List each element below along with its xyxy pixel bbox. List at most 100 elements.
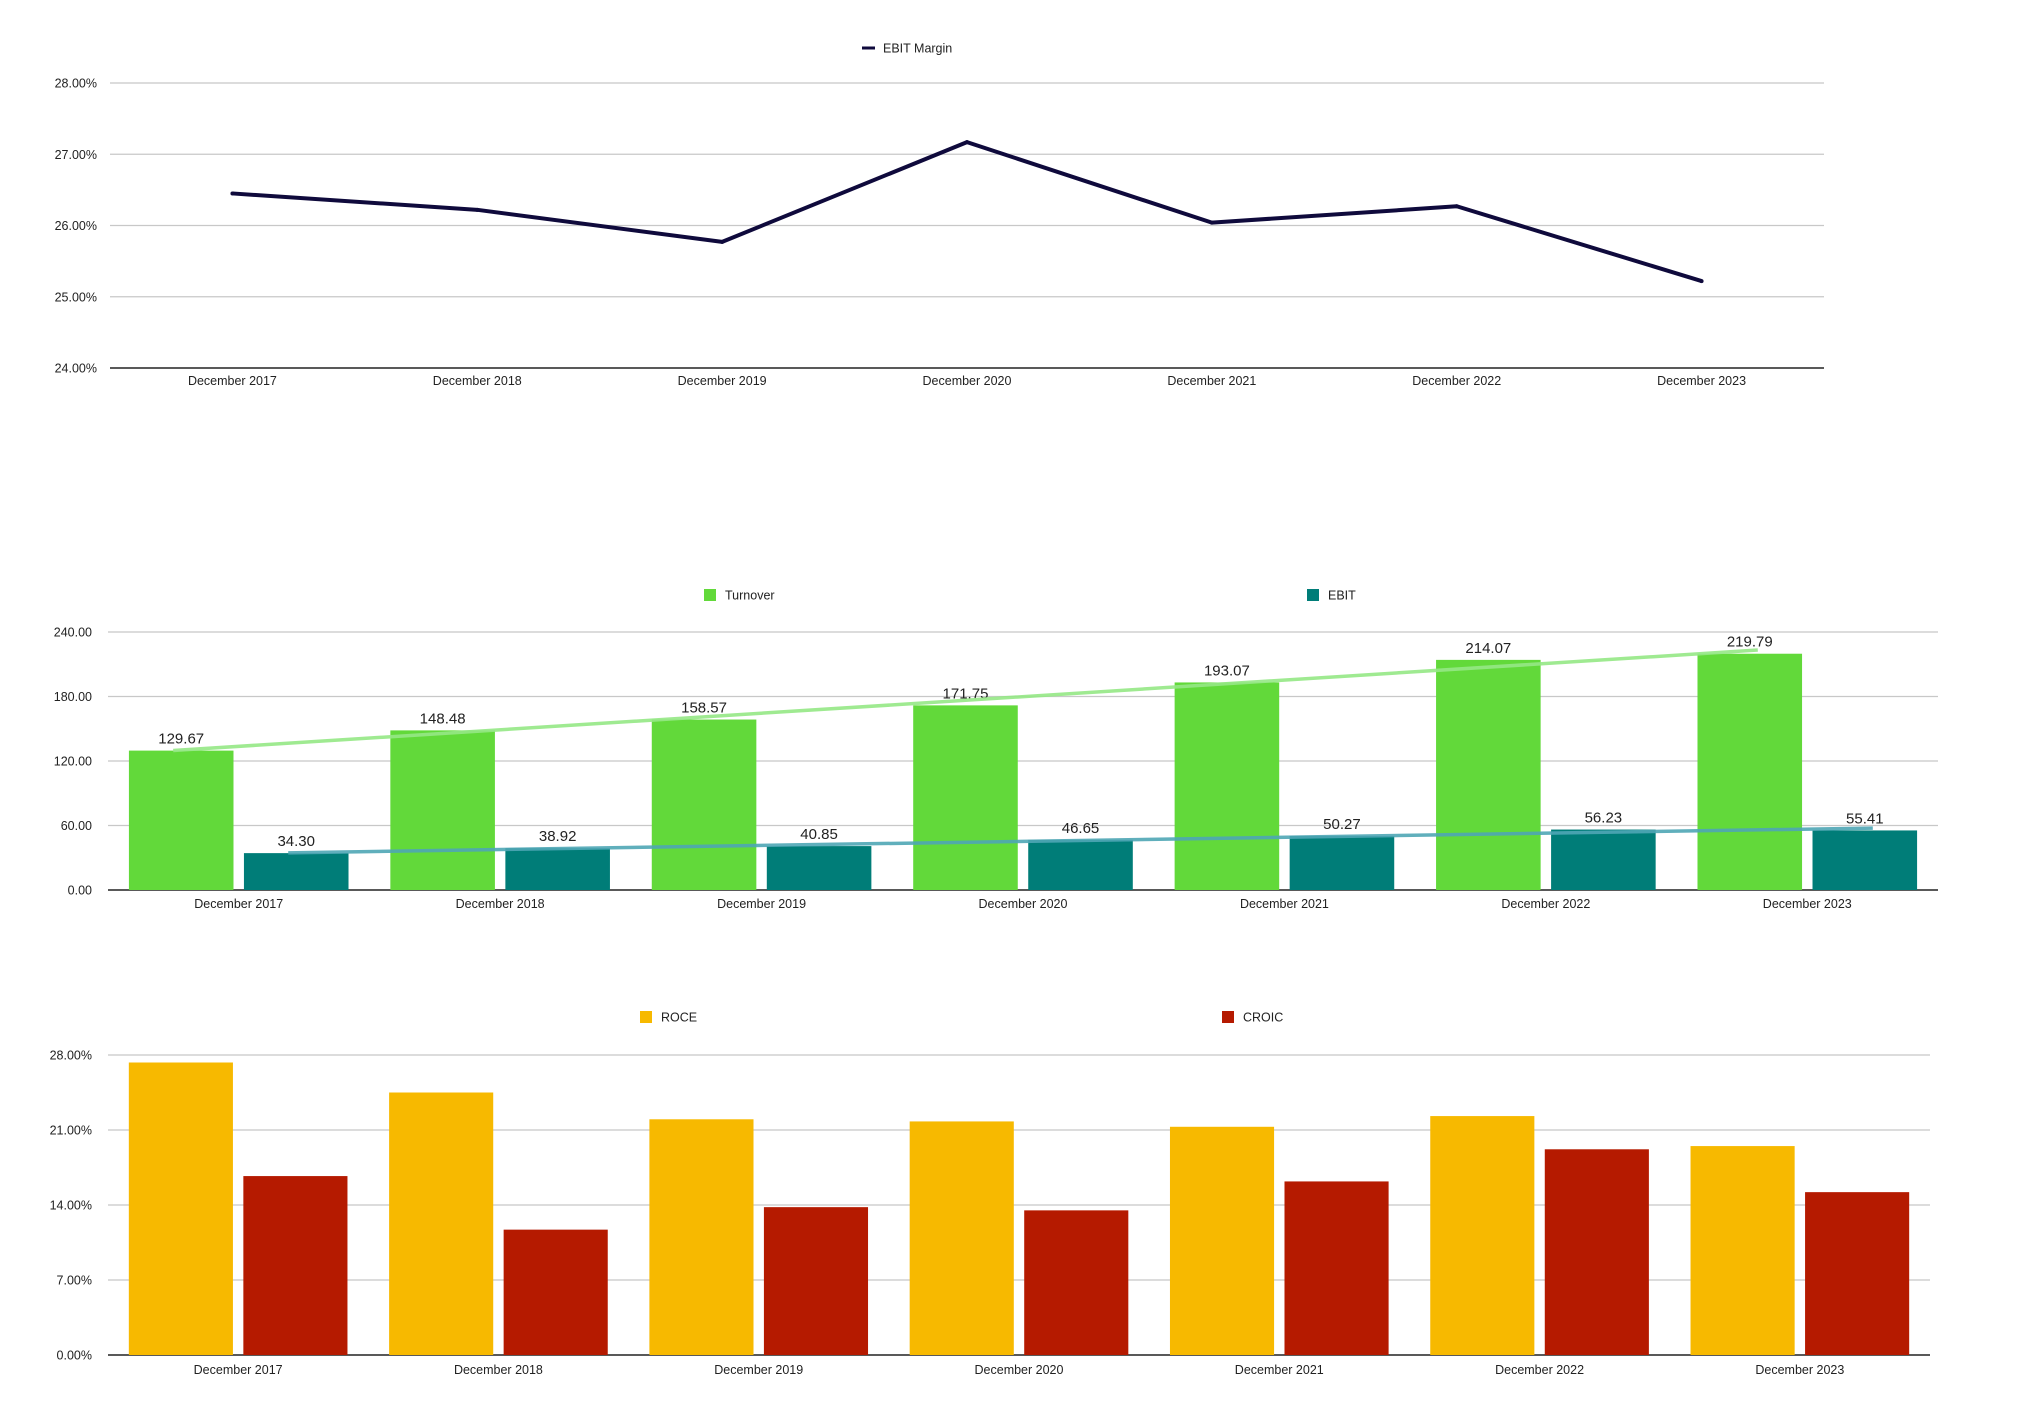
chart-1: 24.00% 25.00% 26.00% 27.00% 28.00% December 2… bbox=[55, 42, 1824, 388]
bar-ebit bbox=[243, 853, 349, 890]
data-label: 56.23 bbox=[1585, 810, 1623, 827]
x-tick-label: December 2019 bbox=[678, 374, 767, 388]
data-label: 214.07 bbox=[1465, 640, 1511, 657]
legend-item-croic: CROIC bbox=[1222, 1011, 1283, 1025]
x-tick-label: December 2022 bbox=[1412, 374, 1501, 388]
x-tick-label: December 2022 bbox=[1495, 1363, 1584, 1377]
bar-croic bbox=[1805, 1192, 1910, 1355]
bar-ebit bbox=[766, 846, 872, 890]
bar-ebit bbox=[1289, 835, 1395, 890]
data-label: 219.79 bbox=[1727, 634, 1773, 651]
bar-turnover bbox=[913, 705, 1018, 890]
y-tick-label: 0.00% bbox=[57, 1349, 92, 1363]
x-tick-label: December 2019 bbox=[714, 1363, 803, 1377]
legend-item-roce: ROCE bbox=[640, 1011, 697, 1025]
data-label: 55.41 bbox=[1846, 810, 1884, 827]
x-tick-label: December 2020 bbox=[975, 1363, 1064, 1377]
bar-roce bbox=[909, 1121, 1014, 1355]
x-tick-label: December 2019 bbox=[717, 897, 806, 911]
y-tick-label: 60.00 bbox=[61, 819, 92, 833]
x-tick-label: December 2023 bbox=[1763, 897, 1852, 911]
data-point bbox=[965, 140, 969, 145]
bar-ebit bbox=[1551, 829, 1656, 890]
legend-label: Turnover bbox=[725, 589, 775, 603]
y-tick-label: 7.00% bbox=[57, 1274, 92, 1288]
data-point bbox=[720, 239, 725, 244]
data-label: 50.27 bbox=[1323, 816, 1361, 833]
y-tick-label: 28.00% bbox=[50, 1049, 92, 1063]
trendline-turnover bbox=[173, 648, 1758, 753]
data-point bbox=[1209, 220, 1214, 225]
data-label: 129.67 bbox=[158, 731, 204, 748]
legend-item-ebit-margin: EBIT Margin bbox=[862, 42, 952, 56]
x-tick-label: December 2017 bbox=[194, 1363, 283, 1377]
bar-roce bbox=[649, 1119, 754, 1355]
y-tick-label: 180.00 bbox=[54, 690, 92, 704]
legend-swatch bbox=[704, 589, 716, 601]
bar-turnover bbox=[1436, 659, 1541, 890]
legend-label: CROIC bbox=[1243, 1011, 1283, 1025]
x-tick-label: December 2020 bbox=[923, 374, 1012, 388]
bar-croic bbox=[243, 1176, 348, 1355]
y-tick-label: 28.00% bbox=[55, 77, 97, 91]
data-point bbox=[230, 191, 235, 196]
x-tick-label: December 2018 bbox=[456, 897, 545, 911]
x-tick-label: December 2022 bbox=[1501, 897, 1590, 911]
bar-roce bbox=[1169, 1126, 1275, 1355]
data-label: 148.48 bbox=[420, 710, 466, 727]
chart-2: 0.00 60.00 120.00 180.00 240.00 December 2017… bbox=[54, 589, 1938, 911]
y-tick-label: 120.00 bbox=[54, 755, 92, 769]
y-tick-label: 26.00% bbox=[55, 219, 97, 233]
y-tick-label: 14.00% bbox=[50, 1199, 92, 1213]
bar-roce bbox=[1690, 1146, 1795, 1355]
y-tick-label: 240.00 bbox=[54, 626, 92, 640]
bar-roce bbox=[389, 1092, 494, 1355]
bar-roce bbox=[128, 1062, 233, 1355]
data-point bbox=[1699, 279, 1704, 284]
x-tick-label: December 2018 bbox=[433, 374, 522, 388]
x-tick-label: December 2018 bbox=[454, 1363, 543, 1377]
x-tick-label: December 2021 bbox=[1240, 897, 1329, 911]
bar-ebit bbox=[505, 848, 610, 890]
bar-turnover bbox=[390, 730, 495, 890]
trendline-ebit bbox=[288, 826, 1873, 855]
y-tick-label: 21.00% bbox=[50, 1124, 92, 1138]
legend-swatch bbox=[1222, 1011, 1234, 1023]
bar-ebit bbox=[1028, 839, 1133, 890]
legend-item-turnover: Turnover bbox=[704, 589, 775, 603]
bar-turnover bbox=[1697, 653, 1803, 890]
bar-croic bbox=[1284, 1181, 1389, 1355]
x-tick-label: December 2023 bbox=[1657, 374, 1746, 388]
data-point bbox=[475, 207, 480, 212]
y-tick-label: 27.00% bbox=[55, 148, 97, 162]
legend-label: EBIT Margin bbox=[883, 42, 952, 56]
x-tick-label: December 2017 bbox=[194, 897, 283, 911]
legend-swatch bbox=[1307, 589, 1319, 601]
data-label: 34.30 bbox=[277, 833, 315, 850]
data-label: 158.57 bbox=[681, 700, 727, 717]
data-point bbox=[1454, 204, 1459, 209]
y-tick-label: 0.00 bbox=[68, 884, 92, 898]
legend-swatch bbox=[640, 1011, 652, 1023]
data-label: 46.65 bbox=[1062, 820, 1100, 837]
bar-ebit bbox=[1812, 830, 1918, 890]
bar-turnover bbox=[651, 719, 757, 890]
bar-turnover bbox=[1174, 682, 1280, 890]
bar-turnover bbox=[128, 750, 234, 890]
bar-croic bbox=[503, 1229, 608, 1355]
data-label: 40.85 bbox=[800, 826, 838, 843]
y-tick-label: 25.00% bbox=[55, 290, 97, 304]
legend-label: ROCE bbox=[661, 1011, 697, 1025]
bar-croic bbox=[763, 1207, 869, 1355]
series-line-ebit-margin bbox=[232, 140, 1703, 283]
chart-3: 0.00% 7.00% 14.00% 21.00% 28.00% December 201… bbox=[50, 1011, 1930, 1377]
bar-roce bbox=[1430, 1116, 1535, 1355]
legend-item-ebit: EBIT bbox=[1307, 589, 1356, 603]
y-tick-label: 24.00% bbox=[55, 362, 97, 376]
data-label: 193.07 bbox=[1204, 662, 1250, 679]
bar-croic bbox=[1544, 1149, 1649, 1355]
data-label: 38.92 bbox=[539, 828, 577, 845]
x-tick-label: December 2023 bbox=[1755, 1363, 1844, 1377]
x-tick-label: December 2020 bbox=[979, 897, 1068, 911]
